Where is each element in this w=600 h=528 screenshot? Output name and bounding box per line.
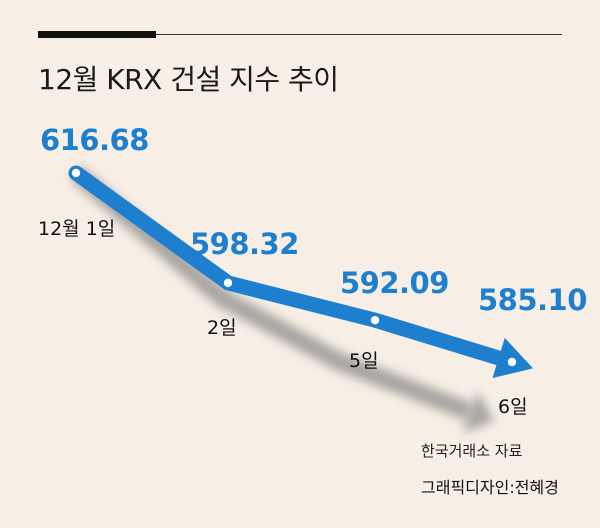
date-label: 12월 1일 [38,218,115,240]
arrow-shadow [70,166,495,433]
data-points [71,168,517,367]
chart-title: 12월 KRX 건설 지수 추이 [38,63,339,96]
date-label: 2일 [207,317,237,339]
value-labels: 616.68 598.32 592.09 585.10 [40,123,587,317]
date-labels: 12월 1일 2일 5일 6일 [38,218,528,418]
date-label: 6일 [498,396,528,418]
title-accent-bar [38,31,156,38]
date-label: 5일 [349,350,379,372]
data-point [223,278,233,288]
data-point [370,315,380,325]
data-point [71,168,81,178]
title-rule [156,34,562,35]
value-label: 592.09 [340,266,449,300]
series-line [68,165,510,367]
shadow-arrowhead [462,391,495,433]
graphic-credit: 그래픽디자인:전혜경 [421,478,559,497]
shadow-line [70,166,474,421]
value-label: 598.32 [190,227,299,261]
data-point [507,357,517,367]
value-label: 585.10 [478,283,587,317]
source-note: 한국거래소 자료 [421,442,523,460]
value-label: 616.68 [40,123,149,157]
